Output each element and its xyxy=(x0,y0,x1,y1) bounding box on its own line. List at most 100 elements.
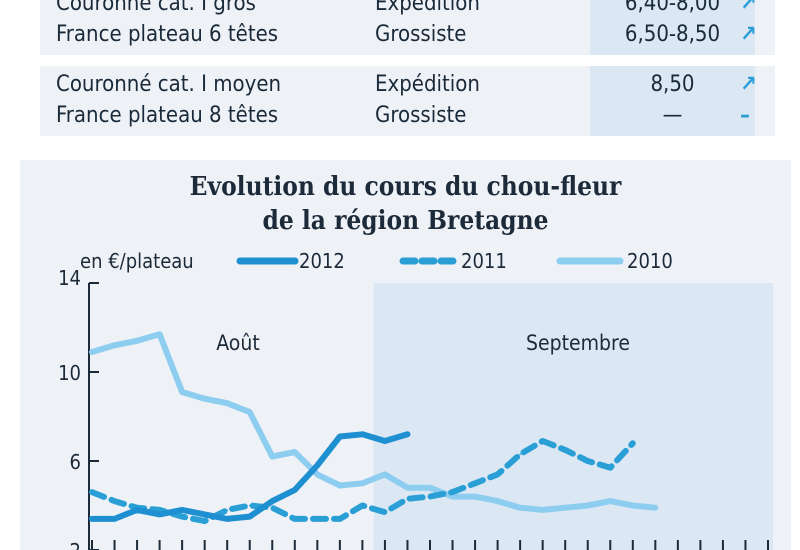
chart-title-line-2: de la région Bretagne xyxy=(262,206,549,236)
data-point-2012 xyxy=(316,464,319,467)
trend-icon: – xyxy=(740,103,750,128)
chart-panel: Evolution du cours du chou-fleur de la r… xyxy=(20,160,791,550)
price-column-band xyxy=(590,66,755,136)
data-point-2012 xyxy=(271,500,274,502)
data-point-2012 xyxy=(181,509,183,511)
data-point-2011 xyxy=(226,509,228,511)
data-point-2012 xyxy=(384,440,386,442)
series-line-2010 xyxy=(89,331,659,513)
data-point-2011 xyxy=(541,440,544,442)
september-band xyxy=(373,283,773,550)
data-point-2011 xyxy=(361,504,364,507)
product-cell: Couronné cat. I moyen xyxy=(56,72,282,97)
data-point-2011 xyxy=(451,491,454,493)
data-point-2010 xyxy=(271,455,274,458)
data-point-2012 xyxy=(91,518,93,520)
data-point-2010 xyxy=(451,495,454,498)
data-point-2010 xyxy=(429,486,431,489)
product-cell: Couronné cat. I gros xyxy=(56,0,256,16)
market-cell: Expédition xyxy=(375,0,480,16)
data-point-2010 xyxy=(496,500,499,502)
data-point-2010 xyxy=(248,411,251,413)
data-point-2010 xyxy=(361,482,364,485)
data-point-2010 xyxy=(316,473,319,476)
data-point-2010 xyxy=(203,397,206,400)
price-column-band xyxy=(590,0,755,55)
data-point-2011 xyxy=(271,506,274,509)
data-point-2010 xyxy=(564,506,566,509)
data-point-2011 xyxy=(113,500,116,502)
period-label: Août xyxy=(216,331,260,355)
legend-label-2011: 2011 xyxy=(461,249,507,273)
price-group: Couronné cat. I gros Expédition 6,40-8,00 ↗… xyxy=(40,0,775,55)
chart-title-line-1: Evolution du cours du chou-fleur xyxy=(189,172,622,202)
data-point-2010 xyxy=(519,506,521,509)
price-cell: — xyxy=(662,103,683,128)
price-cell: 6,50-8,50 xyxy=(624,22,721,47)
chart-title: Evolution du cours du chou-fleur de la r… xyxy=(20,170,791,238)
data-point-2011 xyxy=(91,491,93,493)
data-point-2011 xyxy=(564,449,566,451)
data-point-2011 xyxy=(429,495,431,498)
data-point-2010 xyxy=(654,506,657,509)
data-point-2011 xyxy=(181,515,183,518)
data-point-2010 xyxy=(294,451,296,453)
data-point-2012 xyxy=(339,435,341,438)
data-point-2010 xyxy=(474,495,476,498)
data-point-2010 xyxy=(226,402,228,404)
data-point-2012 xyxy=(226,518,228,520)
trend-icon: ↗ xyxy=(740,0,757,16)
unit-label: en €/plateau xyxy=(80,249,194,273)
data-point-2012 xyxy=(203,513,206,516)
data-point-2010 xyxy=(113,344,116,347)
data-point-2012 xyxy=(294,489,296,491)
data-point-2010 xyxy=(384,473,386,476)
data-point-2010 xyxy=(541,509,544,511)
data-point-2011 xyxy=(339,518,341,520)
data-point-2011 xyxy=(406,498,409,500)
data-point-2011 xyxy=(474,482,476,485)
trend-icon: ↗ xyxy=(740,72,757,97)
data-point-2012 xyxy=(113,518,116,520)
price-table: Couronné cat. I gros Expédition 6,40-8,00 ↗… xyxy=(0,0,800,145)
trend-icon: ↗ xyxy=(740,22,757,47)
data-point-2012 xyxy=(136,509,138,511)
data-point-2010 xyxy=(158,333,161,335)
y-tick-label: 2 xyxy=(70,539,81,550)
y-tick-label: 10 xyxy=(58,361,81,385)
data-point-2010 xyxy=(136,340,138,342)
market-cell: Grossiste xyxy=(375,103,467,128)
data-point-2012 xyxy=(158,513,161,516)
data-point-2010 xyxy=(609,500,612,502)
y-tick-label: 6 xyxy=(70,450,81,474)
legend-label-2010: 2010 xyxy=(627,249,673,273)
data-point-2011 xyxy=(294,518,296,520)
data-point-2011 xyxy=(316,518,319,520)
data-point-2010 xyxy=(91,351,93,353)
market-cell: Grossiste xyxy=(375,22,467,47)
data-point-2010 xyxy=(181,391,183,393)
data-point-2011 xyxy=(632,442,634,445)
data-point-2011 xyxy=(158,509,161,511)
period-label: Septembre xyxy=(526,331,630,355)
data-point-2011 xyxy=(586,460,589,462)
price-cell: 6,40-8,00 xyxy=(624,0,721,16)
data-point-2011 xyxy=(384,511,386,513)
data-point-2010 xyxy=(586,504,589,507)
data-point-2011 xyxy=(248,504,251,507)
product-cell: France plateau 8 têtes xyxy=(56,103,279,128)
data-point-2011 xyxy=(519,453,521,456)
data-point-2011 xyxy=(203,520,206,522)
data-point-2010 xyxy=(339,484,341,487)
data-point-2012 xyxy=(406,433,409,436)
data-point-2011 xyxy=(609,466,612,469)
product-cell: France plateau 6 têtes xyxy=(56,22,279,47)
legend-label-2012: 2012 xyxy=(299,249,345,273)
market-cell: Expédition xyxy=(375,72,480,97)
price-cell: 8,50 xyxy=(650,72,695,97)
price-group: Couronné cat. I moyen Expédition 8,50 ↗ Fran… xyxy=(40,66,775,136)
data-point-2011 xyxy=(496,473,499,476)
y-tick-label: 14 xyxy=(58,266,81,290)
data-point-2012 xyxy=(361,433,364,436)
